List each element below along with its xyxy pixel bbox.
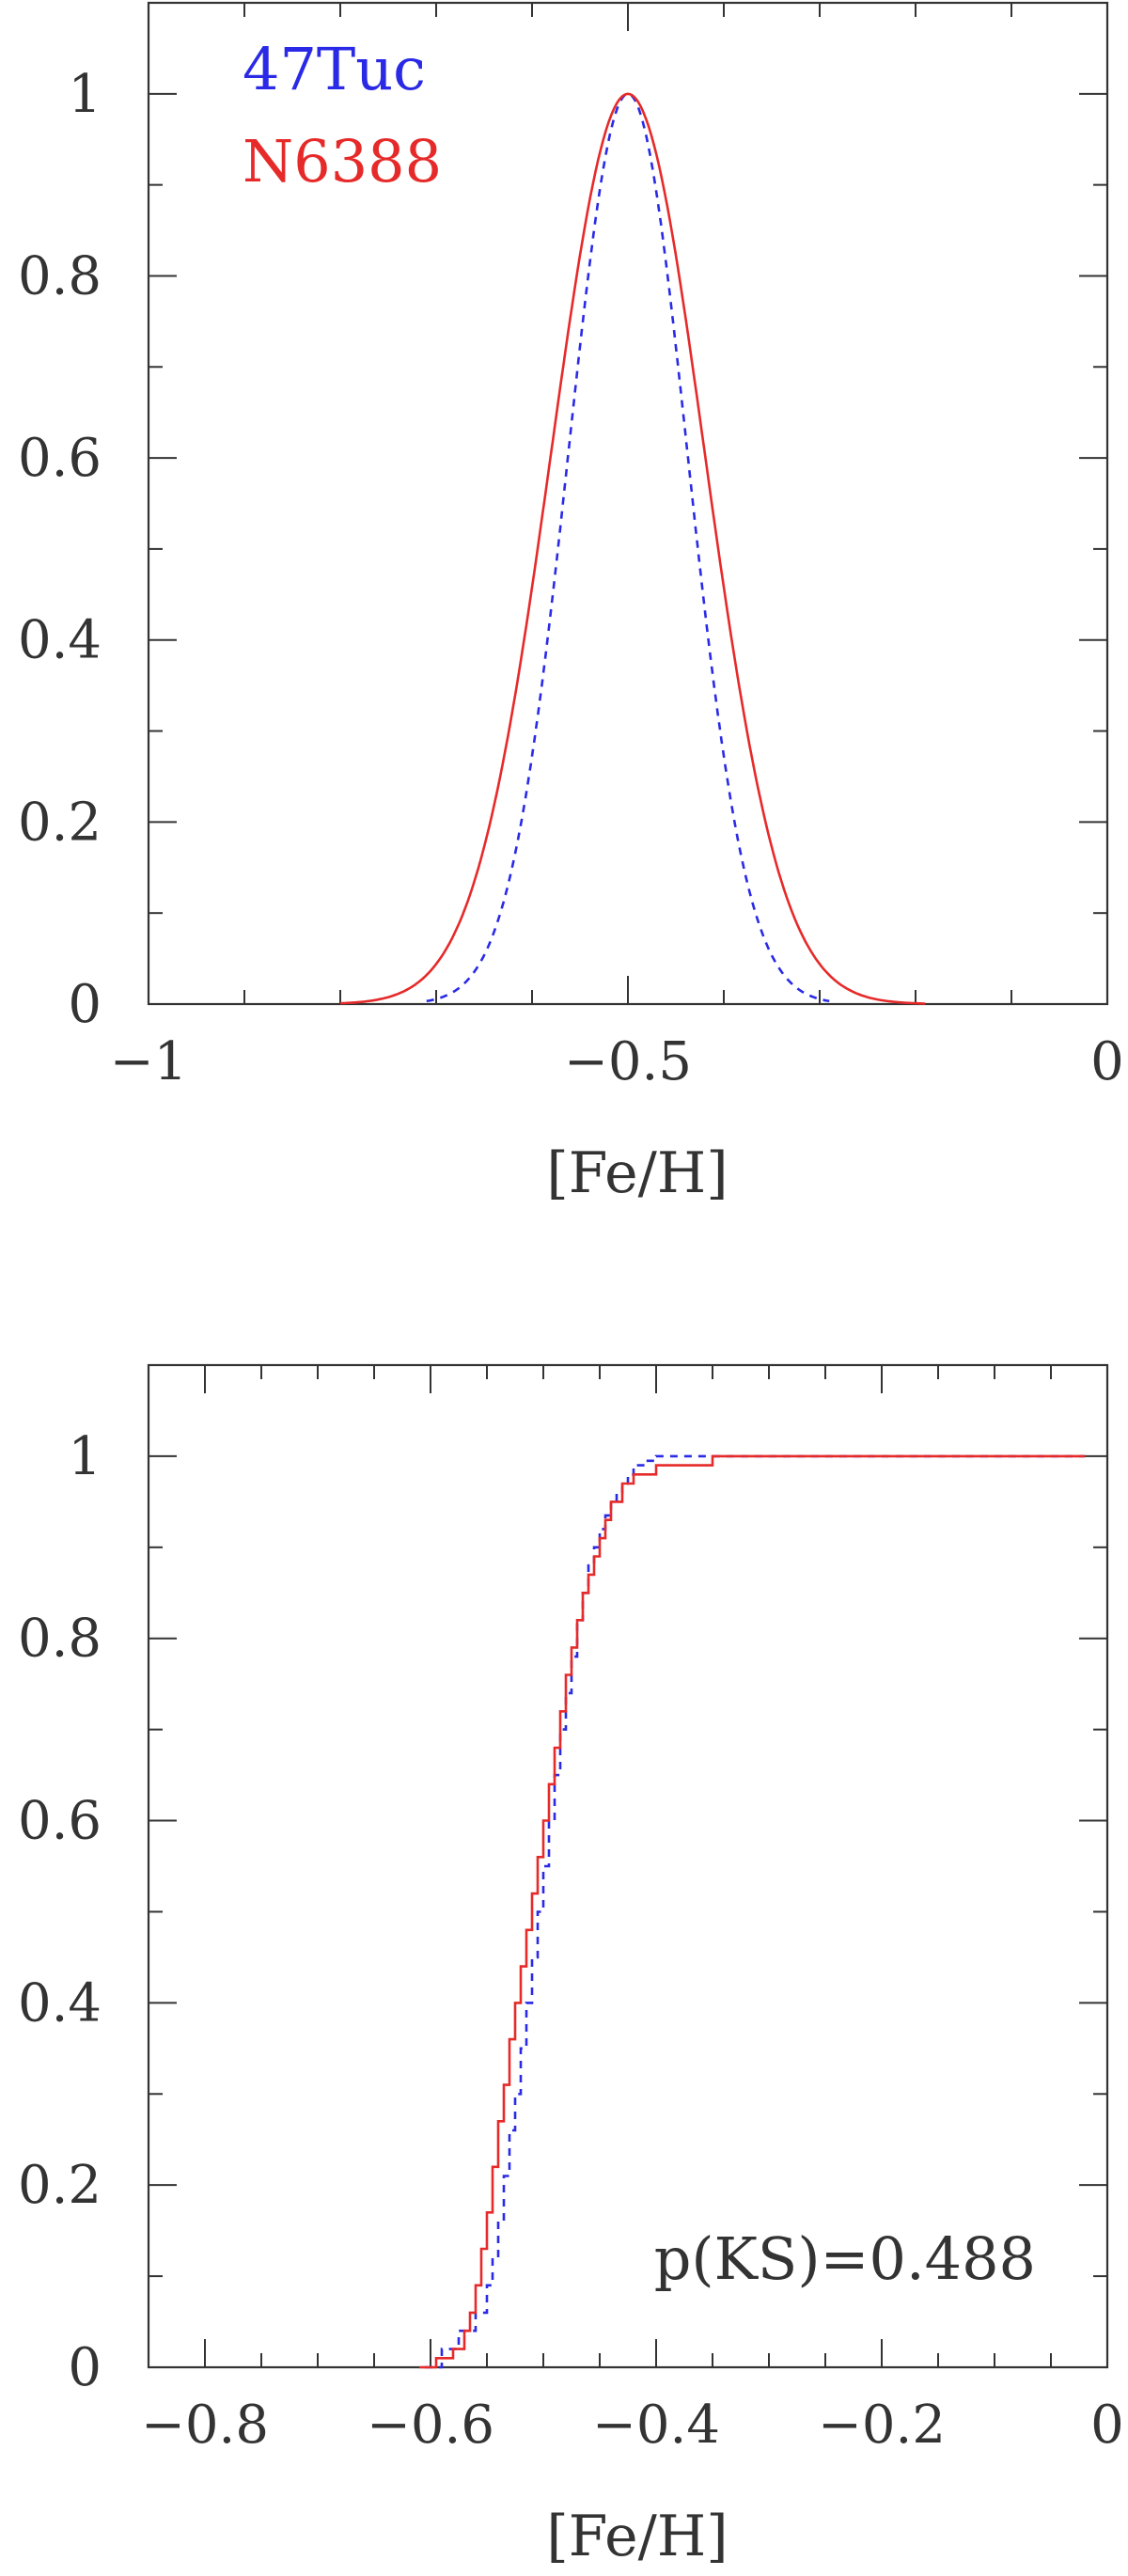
y-tick-label: 0.4 [18, 610, 102, 671]
x-axis-title: [Fe/H] [546, 2504, 728, 2569]
y-tick-label: 0.8 [18, 245, 102, 306]
x-tick-label: 0 [1090, 2395, 1124, 2456]
top-panel-density-plot: 0 0.2 0.4 0.6 0.8 1 −1 −0.5 0 [Fe/H] 47Tuc N6388 [18, 1, 1124, 1206]
y-tick-label: 0.2 [18, 2155, 102, 2216]
y-tick-label: 0 [68, 2337, 102, 2398]
x-tick-label: −0.5 [564, 1031, 692, 1092]
y-tick-label: 0.6 [18, 428, 102, 489]
legend-label-47tuc: 47Tuc [243, 35, 426, 103]
y-tick-label: 0.2 [18, 792, 102, 853]
bottom-panel-cumulative-plot: 0 0.2 0.4 0.6 0.8 1 −0.8 −0.6 −0.4 −0.2 0 [Fe/H] p(K… [18, 1363, 1124, 2569]
y-tick-label: 0 [68, 974, 102, 1035]
x-tick-label: −0.2 [818, 2395, 946, 2456]
y-tick-label: 0.6 [18, 1791, 102, 1852]
y-tick-label: 0.8 [18, 1609, 102, 1670]
x-tick-label: −0.4 [592, 2395, 720, 2456]
plot-frame [147, 1363, 1109, 2369]
series-line-n6388 [419, 1454, 1085, 2369]
ks-annotation: p(KS)=0.488 [654, 2224, 1036, 2293]
series-line-n6388 [339, 92, 926, 1005]
y-tick-label: 0.4 [18, 1972, 102, 2034]
y-tick-label: 1 [68, 1426, 102, 1487]
x-axis-title: [Fe/H] [546, 1140, 728, 1206]
y-tick-label: 1 [68, 64, 102, 125]
legend-label-n6388: N6388 [243, 127, 442, 196]
x-tick-label: 0 [1090, 1031, 1124, 1092]
x-tick-label: −0.8 [141, 2395, 269, 2456]
x-tick-label: −1 [110, 1031, 188, 1092]
series-line-47tuc [426, 92, 830, 1003]
x-tick-label: −0.6 [367, 2395, 494, 2456]
